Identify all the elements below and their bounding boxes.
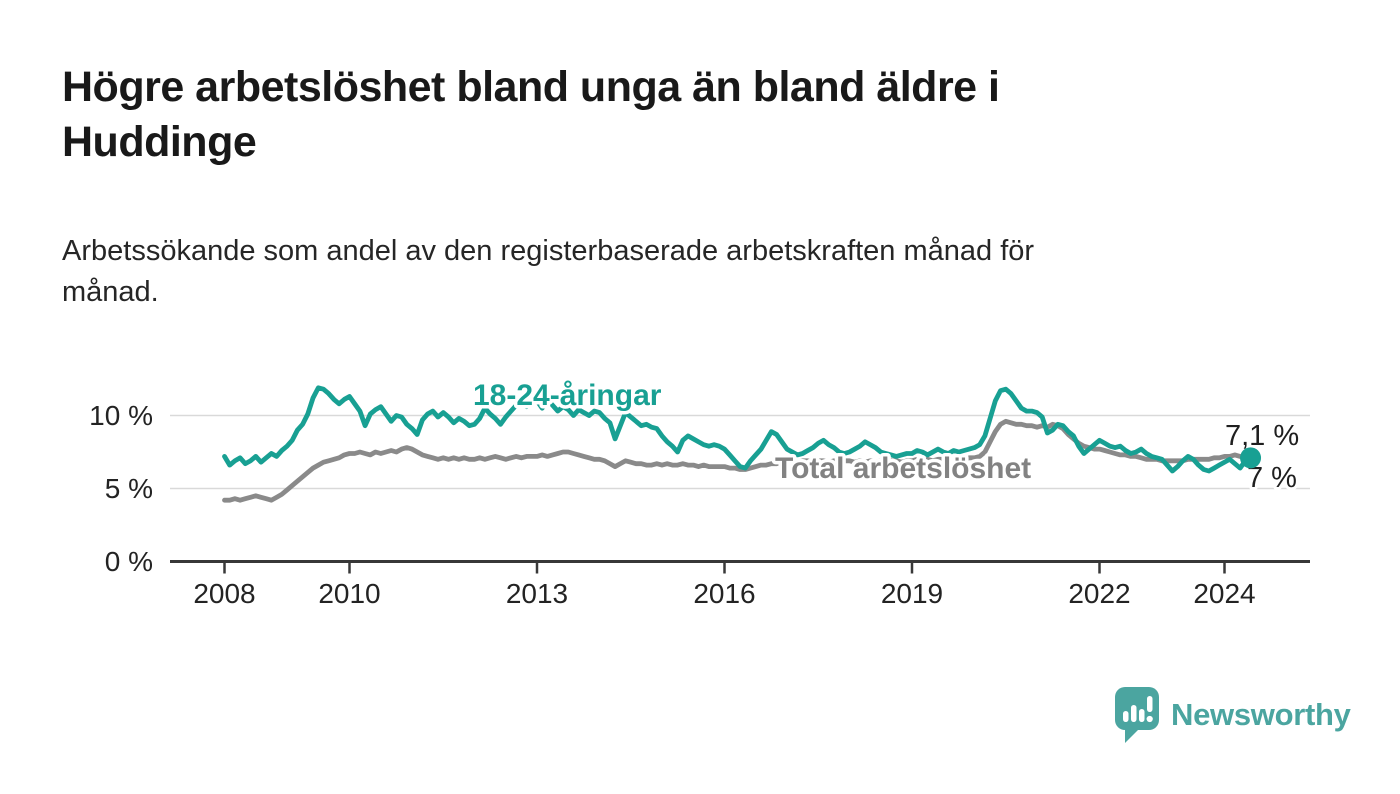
page-title: Högre arbetslöshet bland unga än bland ä… bbox=[62, 60, 1312, 170]
series-line-young bbox=[222, 385, 1253, 474]
chart-subtitle-line1: Arbetssökande som andel av den registerb… bbox=[62, 235, 1035, 267]
newsworthy-logo: Newsworthy bbox=[1114, 686, 1351, 744]
page-title-line2: Huddinge bbox=[62, 118, 257, 166]
x-tick-label-2016: 2016 bbox=[693, 578, 755, 609]
chart-subtitle-line2: månad. bbox=[62, 276, 159, 308]
chart-subtitle: Arbetssökande som andel av den registerb… bbox=[62, 231, 1312, 313]
x-tick-label-2022: 2022 bbox=[1068, 578, 1130, 609]
x-tick-label-2019: 2019 bbox=[881, 578, 943, 609]
y-tick-label-5: 5 % bbox=[105, 473, 153, 504]
x-tick-label-2010: 2010 bbox=[318, 578, 380, 609]
newsworthy-bubble-chart-icon bbox=[1115, 687, 1159, 743]
newsworthy-logo-text: Newsworthy bbox=[1171, 697, 1351, 732]
x-tick-label-2024: 2024 bbox=[1193, 578, 1255, 609]
series-label-total: Total arbetslöshet bbox=[775, 452, 1031, 485]
y-tick-label-0: 0 % bbox=[105, 546, 153, 577]
y-tick-label-10: 10 % bbox=[89, 400, 153, 431]
page-title-line1: Högre arbetslöshet bland unga än bland ä… bbox=[62, 63, 1000, 111]
end-value-label-young: 7,1 % bbox=[1225, 420, 1299, 452]
series-end-dot-young bbox=[1240, 447, 1262, 469]
x-tick-label-2008: 2008 bbox=[193, 578, 255, 609]
series-label-young: 18-24-åringar bbox=[473, 379, 662, 412]
x-tick-label-2013: 2013 bbox=[506, 578, 568, 609]
